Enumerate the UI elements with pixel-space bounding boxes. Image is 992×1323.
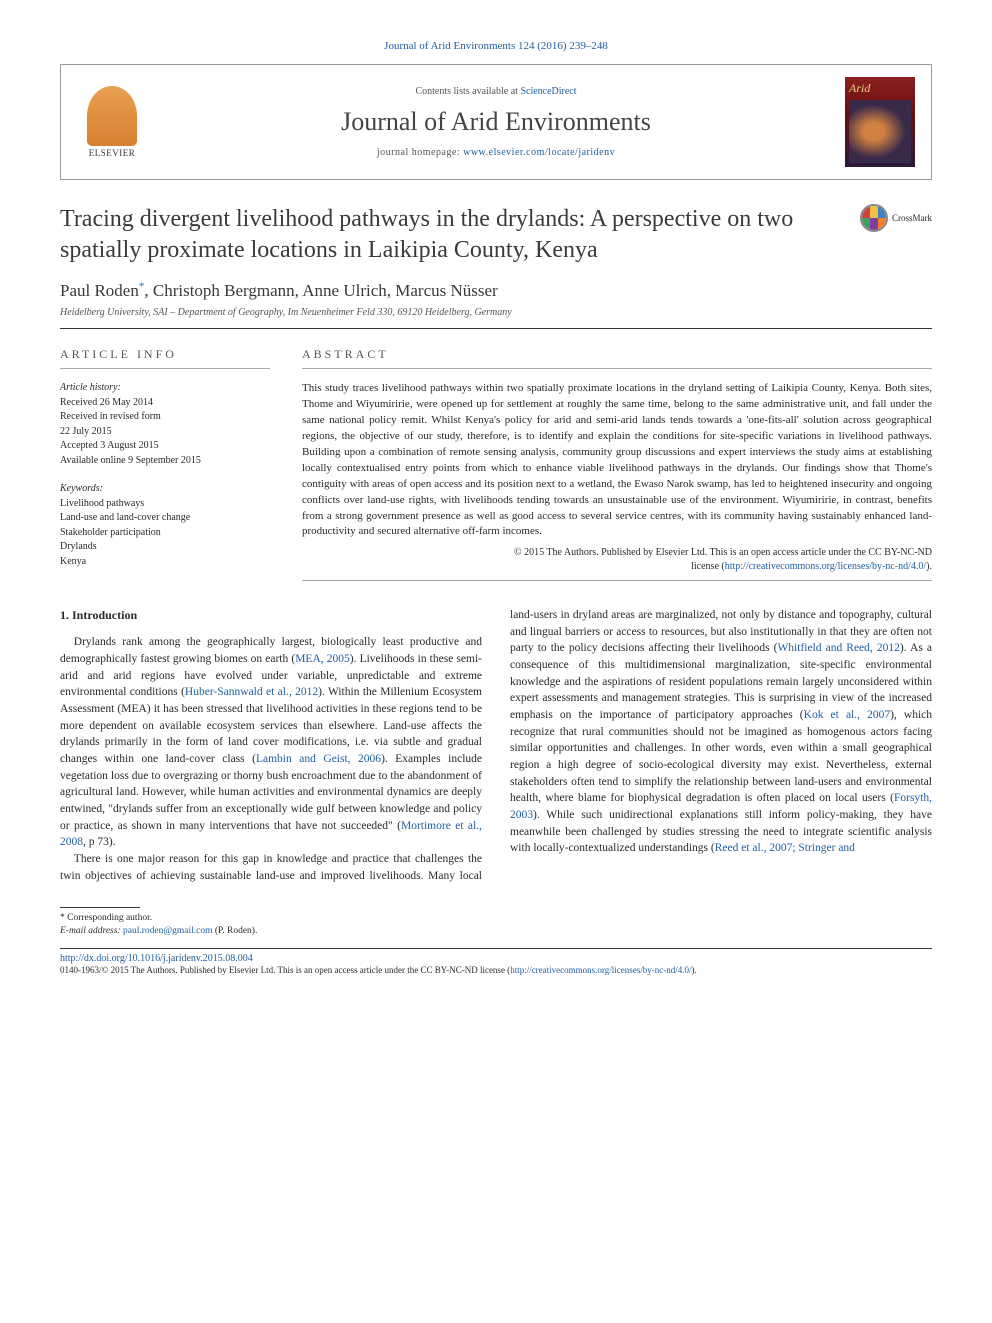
history-line: 22 July 2015	[60, 425, 270, 440]
email-suffix: (P. Roden).	[212, 926, 257, 936]
title-divider	[60, 328, 932, 329]
publisher-name: ELSEVIER	[89, 148, 136, 158]
body-paragraph: Drylands rank among the geographically l…	[60, 634, 482, 851]
doi-link[interactable]: http://dx.doi.org/10.1016/j.jaridenv.201…	[60, 953, 932, 964]
keywords-block: Keywords: Livelihood pathways Land-use a…	[60, 482, 270, 569]
email-line: E-mail address: paul.roden@gmail.com (P.…	[60, 925, 932, 938]
citation: Huber-Sannwald et al., 2012	[185, 686, 318, 698]
keyword: Drylands	[60, 540, 270, 555]
license-suffix: ).	[691, 965, 696, 975]
history-line: Available online 9 September 2015	[60, 454, 270, 469]
citation: Whitfield and Reed, 2012	[777, 642, 899, 654]
license-prefix: 0140-1963/© 2015 The Authors. Published …	[60, 965, 510, 975]
journal-header: ELSEVIER Contents lists available at Sci…	[60, 64, 932, 180]
homepage-prefix: journal homepage:	[377, 147, 463, 158]
author-email-link[interactable]: paul.roden@gmail.com	[123, 926, 212, 936]
history-line: Accepted 3 August 2015	[60, 439, 270, 454]
article-history-block: Article history: Received 26 May 2014 Re…	[60, 381, 270, 468]
section-heading: 1. Introduction	[60, 607, 482, 624]
cover-title: Arid	[849, 81, 911, 96]
keyword: Stakeholder participation	[60, 526, 270, 541]
header-center: Contents lists available at ScienceDirec…	[163, 86, 829, 158]
affiliation: Heidelberg University, SAI – Department …	[60, 307, 932, 318]
homepage-line: journal homepage: www.elsevier.com/locat…	[163, 147, 829, 158]
crossmark-label: CrossMark	[892, 213, 932, 223]
title-row: Tracing divergent livelihood pathways in…	[60, 204, 932, 266]
footer-cc-link[interactable]: http://creativecommons.org/licenses/by-n…	[510, 965, 691, 975]
abstract-heading: ABSTRACT	[302, 347, 932, 369]
keyword: Land-use and land-cover change	[60, 511, 270, 526]
article-info-column: ARTICLE INFO Article history: Received 2…	[60, 347, 270, 583]
contents-prefix: Contents lists available at	[415, 86, 520, 97]
history-label: Article history:	[60, 381, 270, 396]
cc-license-link[interactable]: http://creativecommons.org/licenses/by-n…	[725, 561, 926, 572]
footer-area: * Corresponding author. E-mail address: …	[60, 907, 932, 977]
homepage-link[interactable]: www.elsevier.com/locate/jaridenv	[463, 147, 615, 158]
info-abstract-row: ARTICLE INFO Article history: Received 2…	[60, 347, 932, 583]
journal-cover-thumbnail: Arid	[845, 77, 915, 167]
article-info-heading: ARTICLE INFO	[60, 347, 270, 369]
article-title: Tracing divergent livelihood pathways in…	[60, 204, 840, 266]
abstract-divider	[302, 580, 932, 581]
footnote-divider	[60, 907, 140, 908]
history-line: Received in revised form	[60, 410, 270, 425]
crossmark-badge[interactable]: CrossMark	[860, 204, 932, 232]
journal-name: Journal of Arid Environments	[163, 107, 829, 137]
elsevier-logo: ELSEVIER	[77, 82, 147, 162]
keyword: Kenya	[60, 555, 270, 570]
abstract-copyright: © 2015 The Authors. Published by Elsevie…	[302, 546, 932, 574]
author-list: Paul Roden*, Christoph Bergmann, Anne Ul…	[60, 281, 498, 300]
corresponding-author-note: * Corresponding author.	[60, 912, 932, 925]
license-line: 0140-1963/© 2015 The Authors. Published …	[60, 964, 932, 977]
elsevier-tree-icon	[87, 86, 137, 146]
citation: Lambin and Geist, 2006	[256, 753, 381, 765]
copyright-prefix: license (	[691, 561, 725, 572]
history-line: Received 26 May 2014	[60, 396, 270, 411]
citation: Reed et al., 2007; Stringer and	[715, 842, 855, 854]
authors-line: Paul Roden*, Christoph Bergmann, Anne Ul…	[60, 280, 932, 301]
citation: MEA, 2005	[295, 653, 350, 665]
cover-map-graphic	[849, 100, 911, 163]
contents-list-line: Contents lists available at ScienceDirec…	[163, 86, 829, 97]
abstract-column: ABSTRACT This study traces livelihood pa…	[302, 347, 932, 583]
sciencedirect-link[interactable]: ScienceDirect	[520, 86, 576, 97]
copyright-suffix: ).	[926, 561, 932, 572]
footer-divider	[60, 948, 932, 949]
email-label: E-mail address:	[60, 926, 123, 936]
body-columns: 1. Introduction Drylands rank among the …	[60, 607, 932, 884]
abstract-text: This study traces livelihood pathways wi…	[302, 381, 932, 540]
copyright-line1: © 2015 The Authors. Published by Elsevie…	[514, 547, 932, 558]
keyword: Livelihood pathways	[60, 497, 270, 512]
crossmark-icon	[860, 204, 888, 232]
keywords-label: Keywords:	[60, 482, 270, 497]
citation: Kok et al., 2007	[804, 709, 890, 721]
journal-reference: Journal of Arid Environments 124 (2016) …	[60, 40, 932, 52]
